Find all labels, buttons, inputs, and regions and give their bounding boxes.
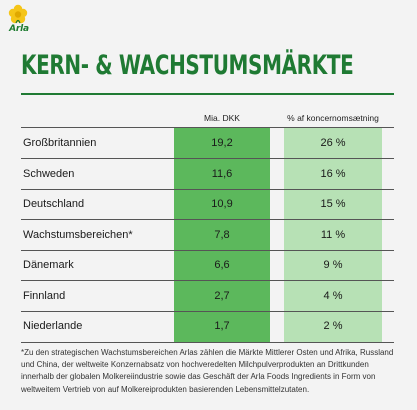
row-label: Finnland <box>23 290 66 302</box>
row-percent: 15 % <box>320 198 346 210</box>
row-divider <box>21 250 394 251</box>
row-divider <box>21 311 394 312</box>
row-value: 1,7 <box>214 320 230 332</box>
row-label: Wachstumsbereichen* <box>23 229 133 241</box>
table-row: Großbritannien 19,2 26 % <box>21 128 394 159</box>
row-label: Schweden <box>23 168 75 180</box>
row-percent: 16 % <box>320 168 346 180</box>
row-percent: 9 % <box>323 259 343 271</box>
table-row: Wachstumsbereichen* 7,8 11 % <box>21 220 394 251</box>
row-value: 11,6 <box>211 168 233 180</box>
row-value: 10,9 <box>211 198 233 210</box>
column-header-percent: % af koncernomsætning <box>287 113 379 123</box>
row-value: 7,8 <box>214 229 230 241</box>
row-percent: 26 % <box>320 137 346 149</box>
row-divider <box>21 158 394 159</box>
column-header-value: Mia. DKK <box>204 113 240 123</box>
row-label: Großbritannien <box>23 137 97 149</box>
row-divider <box>21 189 394 190</box>
table-header-rule <box>21 127 394 128</box>
arla-logo: Arla <box>5 4 31 40</box>
row-value: 6,6 <box>214 259 230 271</box>
row-percent: 4 % <box>323 290 343 302</box>
footnote: *Zu den strategischen Wachstumsbereichen… <box>21 348 394 394</box>
table-row: Dänemark 6,6 9 % <box>21 250 394 281</box>
row-value: 2,7 <box>214 290 230 302</box>
flower-icon <box>8 4 28 24</box>
row-percent: 11 % <box>320 229 346 241</box>
row-label: Deutschland <box>23 198 85 210</box>
row-label: Niederlande <box>23 320 83 332</box>
table-row: Niederlande 1,7 2 % <box>21 311 394 342</box>
row-divider <box>21 280 394 281</box>
table-bottom-rule <box>21 342 394 343</box>
row-percent: 2 % <box>323 320 343 332</box>
table-row: Finnland 2,7 4 % <box>21 281 394 312</box>
row-value: 19,2 <box>211 137 233 149</box>
percent-column-background <box>284 127 382 342</box>
table-row: Schweden 11,6 16 % <box>21 159 394 190</box>
value-column-background <box>174 127 270 342</box>
page-title: KERN- & WACHSTUMSMÄRKTE <box>21 50 354 81</box>
row-divider <box>21 219 394 220</box>
title-underline <box>21 93 394 95</box>
row-label: Dänemark <box>23 259 74 271</box>
logo-text: Arla <box>9 24 29 34</box>
table-row: Deutschland 10,9 15 % <box>21 189 394 220</box>
